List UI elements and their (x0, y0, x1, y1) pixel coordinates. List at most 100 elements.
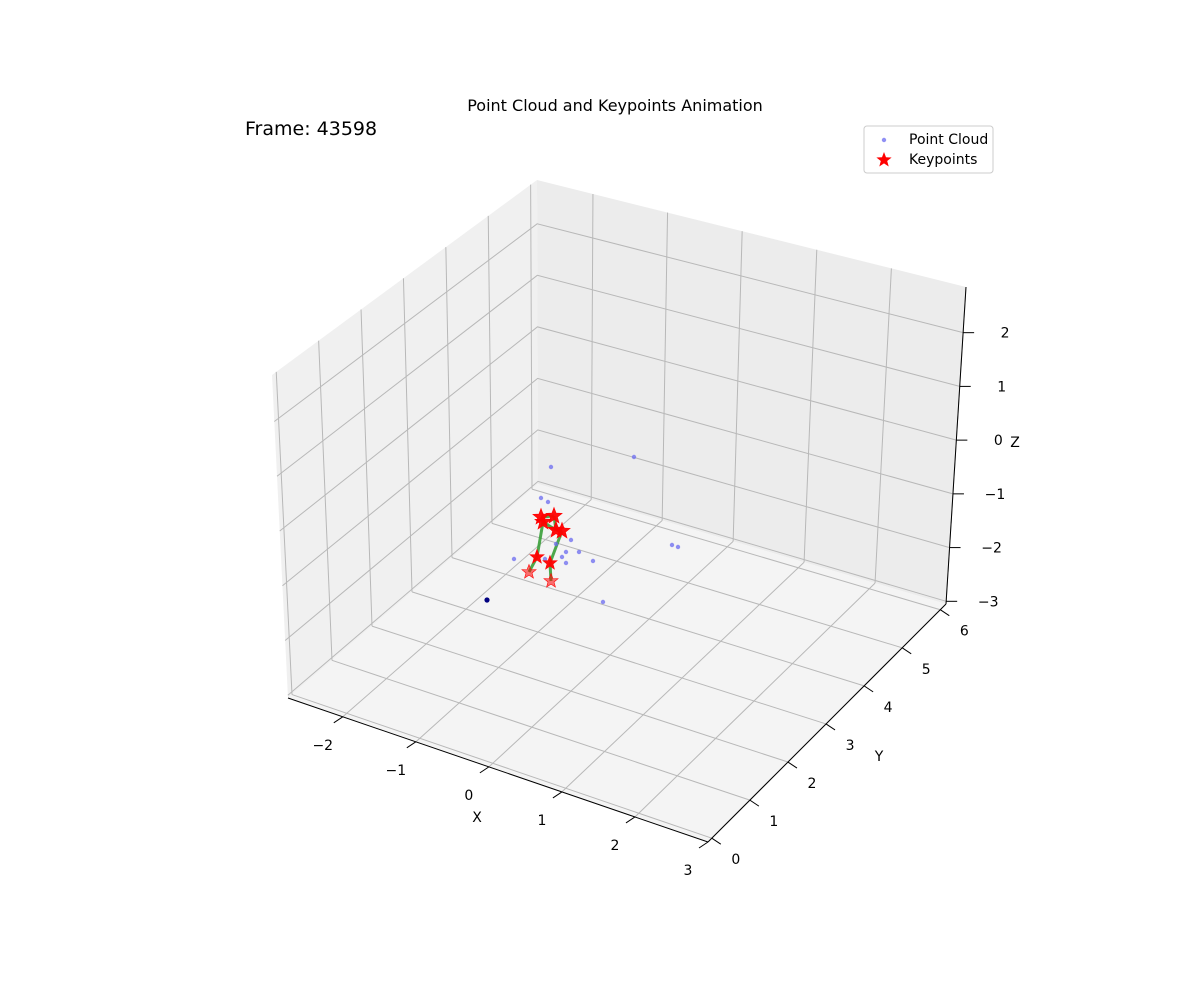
x-gridline-floor (561, 561, 805, 793)
z-tick-label: −1 (985, 487, 1006, 503)
point-cloud-point (600, 599, 606, 605)
x-tick-mark (479, 766, 490, 774)
x-axis-label: X (472, 810, 482, 826)
axis-panes (272, 180, 966, 842)
keypoint-marker (534, 512, 552, 530)
point-cloud-point (576, 549, 582, 555)
y-tick-mark (787, 761, 798, 769)
z-axis-line (945, 286, 967, 605)
x-gridline-wall (874, 268, 892, 584)
keypoint-marker (521, 563, 537, 579)
z-gridline (282, 377, 954, 587)
keypoint-marker (542, 554, 558, 570)
y-gridline-wall (275, 371, 293, 695)
y-gridline-wall (487, 215, 493, 524)
keypoint-marker (529, 548, 545, 564)
point-cloud-point (590, 558, 596, 564)
z-tick-label: 0 (994, 433, 1003, 449)
z-gridline (287, 480, 947, 696)
y-tick-label: 6 (960, 624, 969, 640)
z-gridline (276, 274, 960, 477)
x-tick-mark (552, 791, 563, 799)
y-gridline-floor (371, 625, 789, 763)
y-tick-label: 1 (769, 814, 778, 830)
right-pane (537, 180, 966, 604)
y-gridline-floor (411, 591, 827, 725)
y-tick-mark (863, 685, 874, 693)
point-cloud-point (542, 556, 548, 562)
y-tick-label: 4 (884, 700, 893, 716)
y-axis-label: Y (874, 749, 884, 765)
legend-point-cloud-marker (881, 137, 887, 143)
point-cloud-point (675, 544, 681, 550)
floor-pane (288, 484, 946, 842)
x-gridline-wall (732, 231, 743, 542)
x-tick-mark (333, 716, 344, 724)
legend: Point Cloud Keypoints (863, 125, 994, 174)
y-gridline-wall (445, 247, 453, 558)
z-gridline (279, 326, 957, 532)
z-axis-label: Z (1010, 435, 1020, 451)
y-tick-label: 0 (731, 852, 740, 868)
y-tick-mark (901, 647, 912, 655)
x-gridline-floor (415, 520, 663, 743)
y-tick-label: 5 (922, 662, 931, 678)
point-cloud-point (545, 499, 551, 505)
z-tick-label: 1 (997, 379, 1006, 395)
point-cloud-point (538, 495, 544, 501)
y-tick-label: 2 (808, 776, 817, 792)
y-gridline-floor (531, 488, 941, 611)
y-gridline-floor (451, 557, 865, 687)
frame-label: Frame: 43598 (245, 118, 377, 140)
point-cloud-point (559, 554, 565, 560)
legend-keypoints-marker (876, 152, 892, 167)
grid-lines (274, 184, 967, 843)
x-gridline-wall (590, 193, 594, 500)
z-gridline (274, 223, 964, 422)
point-cloud-point (631, 454, 637, 460)
y-gridline-floor (491, 522, 903, 649)
point-cloud-series (484, 454, 681, 605)
axis-ticks: −2 −1 0 1 2 3 0 1 2 3 4 5 6 −3 −2 −1 0 1 2 (287, 286, 1010, 879)
x-tick-label: 2 (610, 838, 619, 854)
x-tick-label: 1 (537, 813, 546, 829)
point-cloud-point (563, 549, 569, 555)
x-tick-mark (625, 816, 636, 824)
point-cloud-point (484, 597, 490, 603)
z-gridline (284, 429, 950, 641)
x-tick-label: 0 (464, 788, 473, 804)
keypoints-series (521, 506, 571, 588)
y-gridline-floor (331, 659, 751, 801)
y-tick-mark (825, 723, 836, 731)
z-tick-label: −2 (981, 541, 1002, 557)
point-cloud-point (548, 464, 554, 470)
left-pane (272, 180, 538, 698)
y-gridline-wall (360, 309, 373, 627)
chart-title: Point Cloud and Keypoints Animation (467, 96, 763, 115)
keypoint-marker (543, 572, 559, 588)
x-axis-line (287, 697, 709, 843)
legend-point-cloud-label: Point Cloud (909, 132, 988, 148)
y-tick-label: 3 (846, 738, 855, 754)
point-cloud-point (553, 541, 559, 547)
y-gridline-wall (402, 278, 413, 592)
x-gridline-wall (803, 249, 818, 563)
keypoint-marker (553, 521, 571, 539)
x-gridline-floor (342, 499, 592, 718)
point-cloud-point (669, 542, 675, 548)
x-gridline-wall (661, 212, 669, 521)
keypoint-marker (545, 506, 563, 524)
x-tick-label: 3 (684, 863, 693, 879)
y-gridline-floor (291, 694, 712, 839)
y-tick-mark (940, 609, 950, 617)
y-gridline-wall (318, 340, 333, 661)
x-gridline-floor (634, 582, 876, 818)
z-tick-label: −3 (978, 594, 999, 610)
skeleton-bone (535, 521, 545, 558)
y-tick-mark (711, 837, 722, 845)
y-tick-mark (749, 799, 760, 807)
point-cloud-point (563, 560, 569, 566)
legend-keypoints-label: Keypoints (909, 152, 977, 168)
point-cloud-point (511, 556, 517, 562)
